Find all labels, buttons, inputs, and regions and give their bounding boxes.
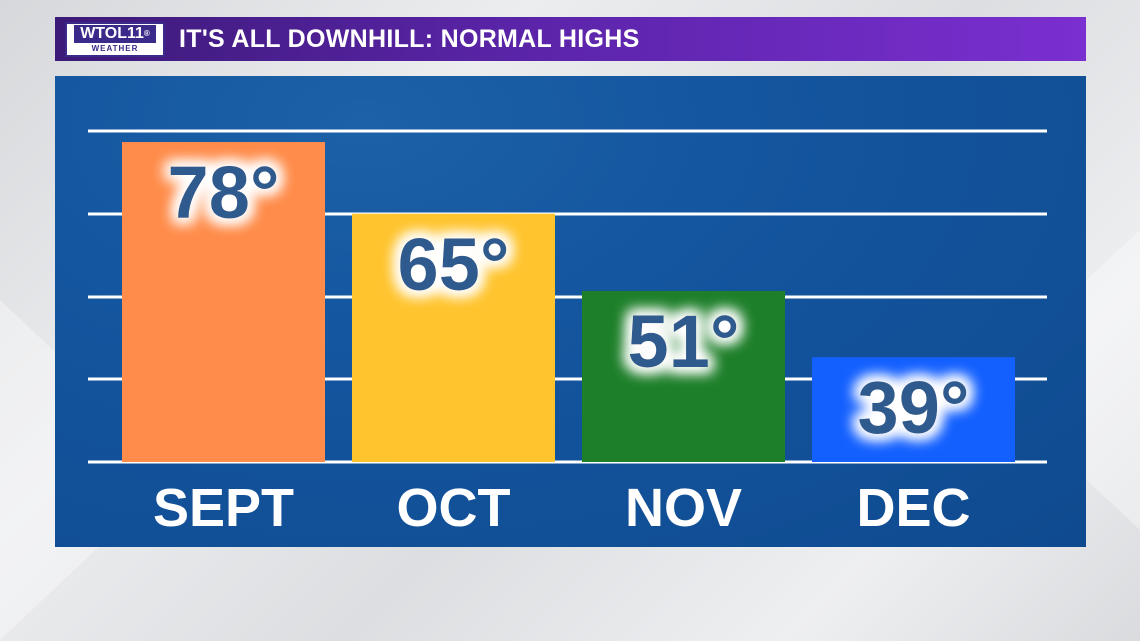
category-label-nov: NOV: [625, 478, 742, 538]
logo-sub-text: WEATHER: [91, 44, 139, 53]
value-label-oct: 65°: [398, 223, 510, 306]
bar-chart: 78° 65° 51° 39° SEPT OCT NOV DEC: [88, 129, 1047, 538]
bar-oct: [352, 213, 555, 462]
category-label-sept: SEPT: [153, 478, 294, 538]
bar-dec: [812, 357, 1015, 462]
category-label-dec: DEC: [856, 478, 970, 538]
chart-panel: 78° 65° 51° 39° SEPT OCT NOV DEC: [55, 76, 1086, 547]
value-label-nov: 51°: [628, 300, 740, 383]
value-label-sept: 78°: [168, 151, 280, 234]
bar-sept: [122, 142, 325, 462]
category-label-oct: OCT: [397, 478, 511, 538]
logo-main-text: WTOL11®: [74, 25, 156, 43]
bar-nov: [582, 290, 785, 462]
station-logo: WTOL11® WEATHER: [65, 22, 165, 57]
title-bar: WTOL11® WEATHER IT'S ALL DOWNHILL: NORMA…: [55, 17, 1086, 61]
chart-title: IT'S ALL DOWNHILL: NORMAL HIGHS: [179, 25, 640, 53]
value-label-dec: 39°: [858, 366, 970, 449]
